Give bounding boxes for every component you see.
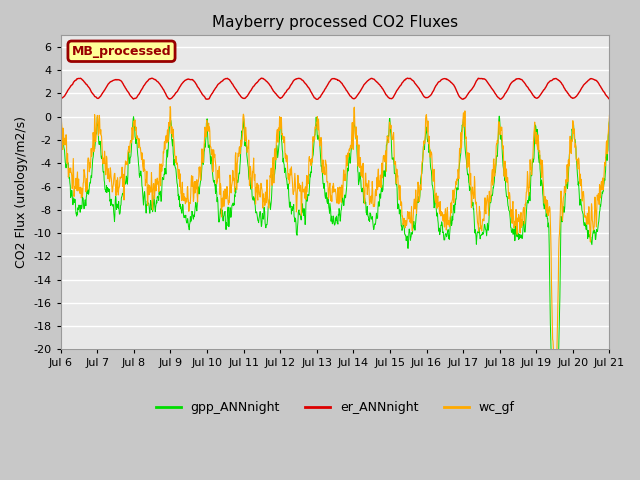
er_ANNnight [421, 94, 429, 100]
er_ANNnight [605, 96, 613, 101]
Title: Mayberry processed CO2 Fluxes: Mayberry processed CO2 Fluxes [212, 15, 458, 30]
wc_gf [420, 139, 428, 144]
wc_gf [240, 117, 248, 122]
wc_gf [540, 200, 548, 206]
er_ANNnight [57, 96, 65, 101]
wc_gf [605, 112, 613, 118]
wc_gf [492, 162, 500, 168]
er_ANNnight [166, 96, 173, 102]
Line: er_ANNnight: er_ANNnight [61, 78, 609, 99]
gpp_ANNnight [605, 118, 613, 124]
gpp_ANNnight [179, 202, 187, 207]
er_ANNnight [179, 80, 187, 85]
gpp_ANNnight [57, 137, 65, 143]
er_ANNnight [541, 85, 549, 91]
gpp_ANNnight [166, 124, 173, 130]
Legend: gpp_ANNnight, er_ANNnight, wc_gf: gpp_ANNnight, er_ANNnight, wc_gf [150, 396, 520, 420]
Line: gpp_ANNnight: gpp_ANNnight [61, 116, 609, 465]
gpp_ANNnight [541, 204, 548, 210]
er_ANNnight [404, 75, 412, 81]
Text: MB_processed: MB_processed [72, 45, 172, 58]
wc_gf [57, 89, 65, 95]
gpp_ANNnight [551, 462, 559, 468]
er_ANNnight [314, 96, 321, 102]
er_ANNnight [240, 96, 248, 101]
Y-axis label: CO2 Flux (urology/m2/s): CO2 Flux (urology/m2/s) [15, 116, 28, 268]
wc_gf [179, 194, 187, 200]
gpp_ANNnight [495, 113, 503, 119]
gpp_ANNnight [492, 164, 500, 169]
Line: wc_gf: wc_gf [61, 92, 609, 402]
wc_gf [551, 399, 559, 405]
wc_gf [166, 123, 173, 129]
gpp_ANNnight [240, 126, 248, 132]
er_ANNnight [493, 93, 500, 98]
gpp_ANNnight [420, 144, 428, 150]
